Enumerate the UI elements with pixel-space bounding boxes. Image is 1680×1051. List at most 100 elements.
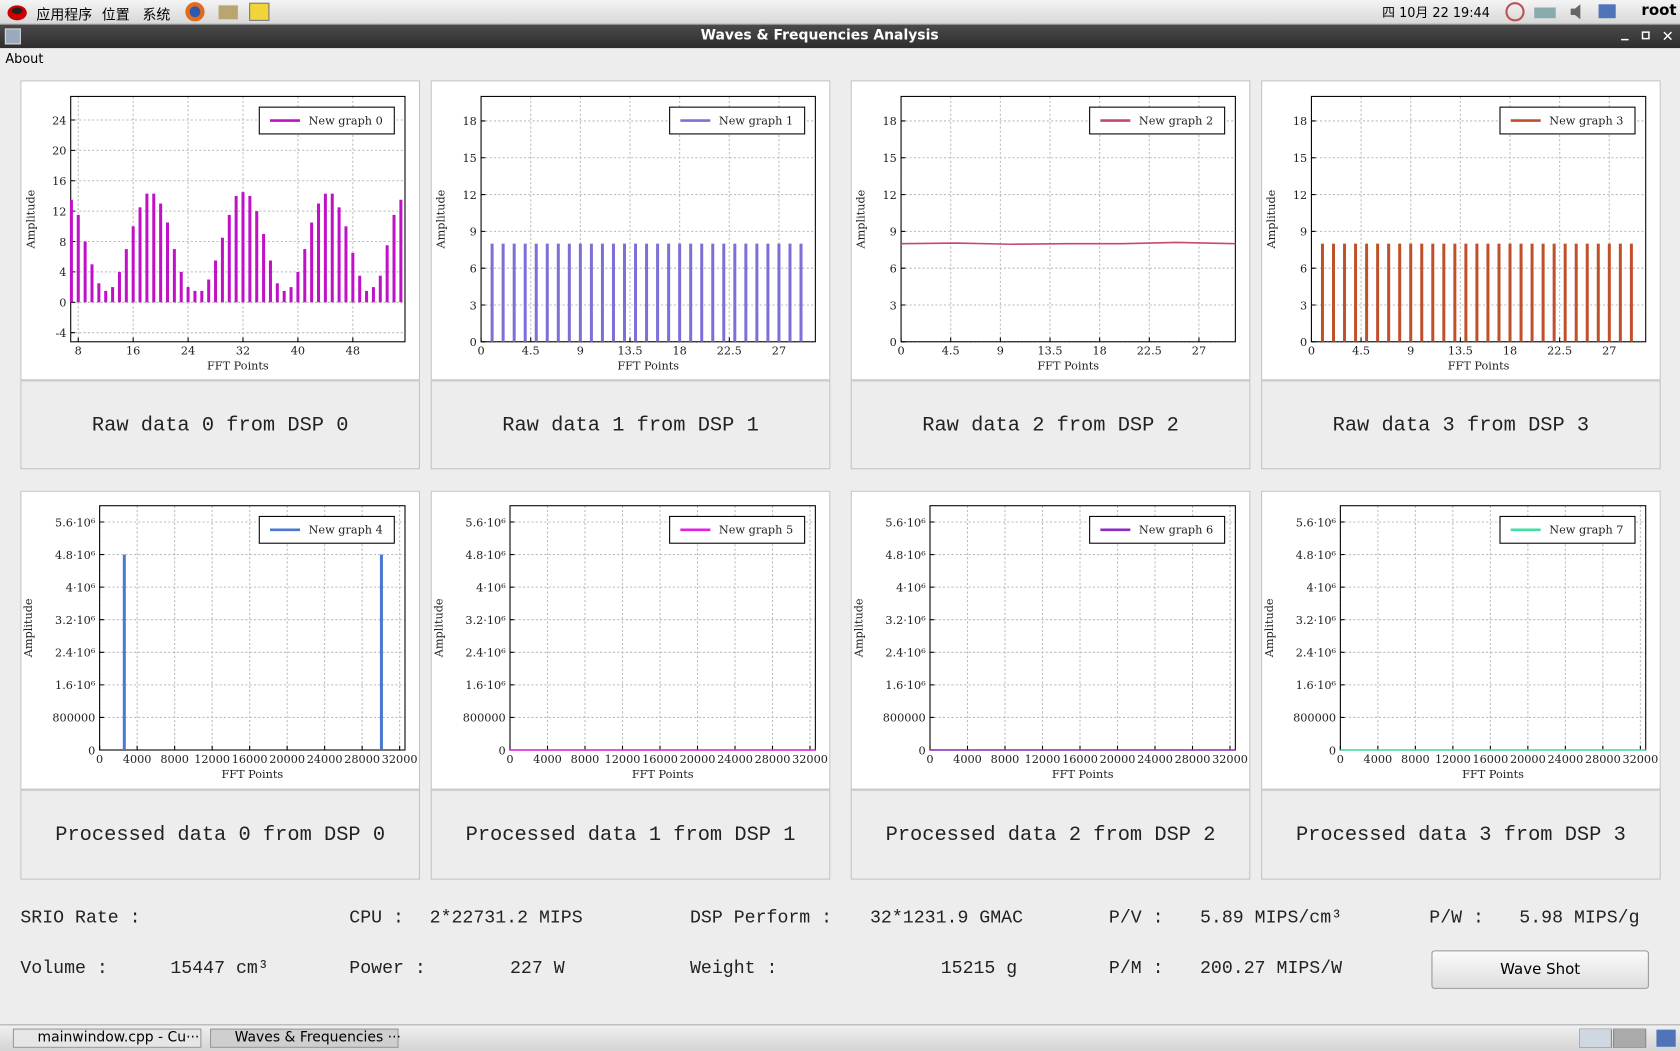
user-name[interactable]: root [1641,2,1677,20]
bar [214,260,218,303]
x-tick-label: 18 [672,345,686,358]
y-tick-label: 4.8·10⁶ [465,549,506,562]
legend-label: New graph 0 [309,114,383,127]
chart-caption: Processed data 2 from DSP 2 [850,789,1251,880]
y-tick-label: 15 [462,152,476,165]
bar [399,199,403,303]
x-tick-label: 9 [577,345,584,358]
y-tick-label: 0 [1300,336,1307,349]
y-axis-label: Amplitude [435,189,448,249]
y-tick-label: 0 [919,744,926,757]
x-tick-label: 32000 [1622,753,1658,766]
menu-system[interactable]: 系统 [142,7,171,24]
x-tick-label: 24000 [307,753,343,766]
bar [1442,243,1446,342]
bar [1398,243,1402,342]
bar [1453,243,1457,342]
bar [1508,243,1512,342]
bar [534,243,538,342]
bar [262,233,266,303]
legend-label: New graph 2 [1139,114,1213,127]
stat-label: P/V : [1108,908,1164,929]
y-tick-label: 3.2·10⁶ [465,614,506,627]
tray-icons[interactable] [1504,1,1624,22]
bar [1563,243,1567,342]
menu-places[interactable]: 位置 [101,7,130,24]
window-controls[interactable] [1618,29,1678,44]
bar [152,193,156,303]
legend-label: New graph 6 [1139,524,1213,537]
wave-shot-button[interactable]: Wave Shot [1431,950,1649,989]
bar [124,249,128,303]
chart-box: 0 4000 8000 12000 16000 20000 24000 28000 32000 0… [20,490,421,790]
x-axis-label: FFT Points [221,768,283,781]
launchers[interactable] [184,1,280,22]
x-tick-label: 13.5 [617,345,642,358]
x-tick-label: 27 [1602,345,1616,358]
chart: 0 4000 8000 12000 16000 20000 24000 28000 32000 0… [22,505,418,781]
bar [69,199,73,303]
chart-caption: Raw data 1 from DSP 1 [430,380,831,470]
x-tick-label: 28000 [344,753,380,766]
bar [1552,243,1556,342]
bar [1607,243,1611,342]
x-tick-label: 24 [181,345,195,358]
x-tick-label: 8000 [1401,753,1430,766]
y-axis-label: Amplitude [22,598,35,658]
task-mainwindow[interactable]: mainwindow.cpp - Cu··· [12,1028,202,1048]
bar [282,290,286,303]
stat-value: 5.89 MIPS/cm³ [1200,908,1343,929]
y-tick-label: 6 [1300,262,1307,275]
y-tick-label: 1.6·10⁶ [1296,679,1337,692]
bar [1486,243,1490,342]
y-tick-label: 800000 [1293,712,1336,725]
y-tick-label: 6 [890,262,897,275]
menu-applications[interactable]: 应用程序 [36,7,93,24]
bar [1541,243,1545,342]
plot-frame [900,95,1236,343]
bar [268,260,272,303]
y-tick-label: 3.2·10⁶ [885,614,926,627]
x-tick-label: 4000 [533,753,562,766]
x-tick-label: 0 [897,345,904,358]
bar [512,243,516,342]
x-tick-label: 22.5 [1547,345,1572,358]
y-axis-label: Amplitude [1265,189,1278,249]
bar [122,554,126,751]
x-tick-label: 18 [1092,345,1106,358]
stat-label: P/W : [1429,908,1484,929]
chart-box: 0 4.5 9 13.5 18 22.5 27 0 3 6 9 12 15 18 FFT Points Amp… [1261,80,1661,381]
bar [351,252,355,303]
clock[interactable]: 四 10月 22 19:44 [1382,5,1490,21]
x-tick-label: 16000 [1472,753,1508,766]
chart-box: 0 4000 8000 12000 16000 20000 24000 28000 32000 0… [1261,490,1661,790]
y-tick-label: 15 [1293,152,1307,165]
y-tick-label: 4·10⁶ [1307,581,1337,594]
workspace-switcher[interactable] [1579,1028,1678,1048]
bar [1596,243,1600,342]
task-waves[interactable]: Waves & Frequencies ··· [210,1028,401,1048]
x-tick-label: 22.5 [1137,345,1162,358]
y-tick-label: 9 [470,226,477,239]
y-axis-label: Amplitude [433,598,446,658]
x-tick-label: 4000 [1364,753,1393,766]
menu-about[interactable]: About [5,51,44,67]
legend-label: New graph 1 [719,114,793,127]
chart-box: 0 4000 8000 12000 16000 20000 24000 28000 32000 0… [850,490,1251,790]
x-axis-label: FFT Points [1462,768,1524,781]
stat-label: P/M : [1108,958,1164,980]
x-tick-label: 8 [75,345,82,358]
bar [365,290,369,303]
y-tick-label: 2.4·10⁶ [1296,647,1337,660]
x-axis-label: FFT Points [1052,768,1114,781]
bar [145,193,149,303]
x-tick-label: 13.5 [1448,345,1473,358]
bar [523,243,527,342]
stat-value: 15215 g [940,958,1018,980]
bar [1585,243,1589,342]
y-tick-label: 800000 [52,712,95,725]
y-axis-label: Amplitude [853,598,866,658]
x-tick-label: 8000 [571,753,600,766]
y-tick-label: 18 [1293,115,1307,128]
